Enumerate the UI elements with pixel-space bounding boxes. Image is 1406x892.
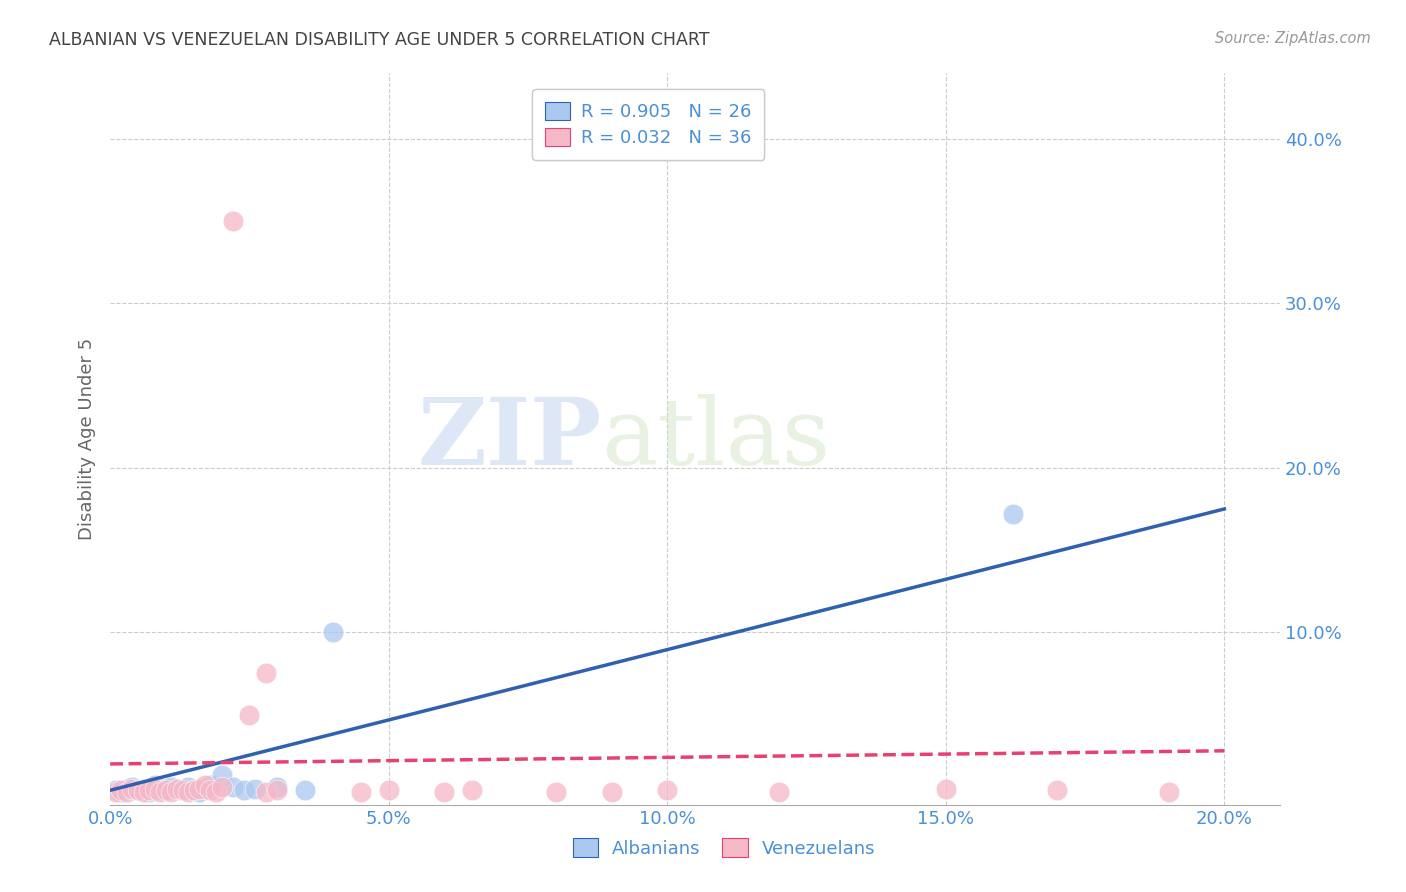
Point bbox=[121, 781, 143, 796]
Point bbox=[211, 780, 233, 794]
Point bbox=[143, 778, 166, 792]
Point bbox=[194, 781, 217, 796]
Point bbox=[121, 780, 143, 794]
Text: Source: ZipAtlas.com: Source: ZipAtlas.com bbox=[1215, 31, 1371, 46]
Point bbox=[132, 785, 155, 799]
Point bbox=[115, 785, 138, 799]
Point bbox=[222, 214, 245, 228]
Point bbox=[1157, 785, 1180, 799]
Point bbox=[935, 781, 957, 796]
Point bbox=[461, 783, 484, 797]
Text: ALBANIAN VS VENEZUELAN DISABILITY AGE UNDER 5 CORRELATION CHART: ALBANIAN VS VENEZUELAN DISABILITY AGE UN… bbox=[49, 31, 710, 49]
Point bbox=[254, 785, 277, 799]
Point bbox=[657, 783, 679, 797]
Point bbox=[243, 781, 266, 796]
Point bbox=[172, 783, 194, 797]
Point bbox=[266, 783, 288, 797]
Point bbox=[155, 783, 177, 797]
Point bbox=[166, 783, 188, 797]
Point bbox=[127, 783, 149, 797]
Legend: R = 0.905   N = 26, R = 0.032   N = 36: R = 0.905 N = 26, R = 0.032 N = 36 bbox=[533, 89, 765, 160]
Point bbox=[433, 785, 456, 799]
Point bbox=[238, 707, 260, 722]
Point bbox=[200, 778, 222, 792]
Point bbox=[211, 768, 233, 782]
Point bbox=[322, 625, 344, 640]
Text: ZIP: ZIP bbox=[418, 394, 602, 484]
Point bbox=[377, 783, 399, 797]
Point bbox=[166, 781, 188, 796]
Point bbox=[205, 785, 228, 799]
Point bbox=[194, 778, 217, 792]
Point bbox=[104, 785, 127, 799]
Legend: Albanians, Venezuelans: Albanians, Venezuelans bbox=[558, 824, 890, 872]
Point bbox=[138, 785, 160, 799]
Point bbox=[110, 783, 132, 797]
Point bbox=[294, 783, 316, 797]
Point bbox=[1001, 507, 1024, 521]
Point bbox=[188, 785, 211, 799]
Point bbox=[254, 666, 277, 681]
Point bbox=[172, 781, 194, 796]
Point bbox=[183, 783, 205, 797]
Point bbox=[155, 781, 177, 796]
Point bbox=[266, 780, 288, 794]
Point bbox=[188, 781, 211, 796]
Point bbox=[768, 785, 790, 799]
Text: atlas: atlas bbox=[602, 394, 831, 484]
Point bbox=[160, 780, 183, 794]
Point bbox=[177, 780, 200, 794]
Point bbox=[350, 785, 373, 799]
Point bbox=[160, 785, 183, 799]
Point bbox=[149, 783, 172, 797]
Point bbox=[115, 781, 138, 796]
Point bbox=[177, 785, 200, 799]
Point bbox=[232, 783, 254, 797]
Point bbox=[149, 785, 172, 799]
Point bbox=[138, 783, 160, 797]
Point bbox=[127, 783, 149, 797]
Point bbox=[200, 783, 222, 797]
Point bbox=[132, 781, 155, 796]
Point bbox=[104, 783, 127, 797]
Point bbox=[600, 785, 623, 799]
Point bbox=[222, 780, 245, 794]
Point bbox=[183, 783, 205, 797]
Point bbox=[1046, 783, 1069, 797]
Point bbox=[143, 781, 166, 796]
Point bbox=[110, 785, 132, 799]
Point bbox=[544, 785, 567, 799]
Y-axis label: Disability Age Under 5: Disability Age Under 5 bbox=[79, 338, 96, 541]
